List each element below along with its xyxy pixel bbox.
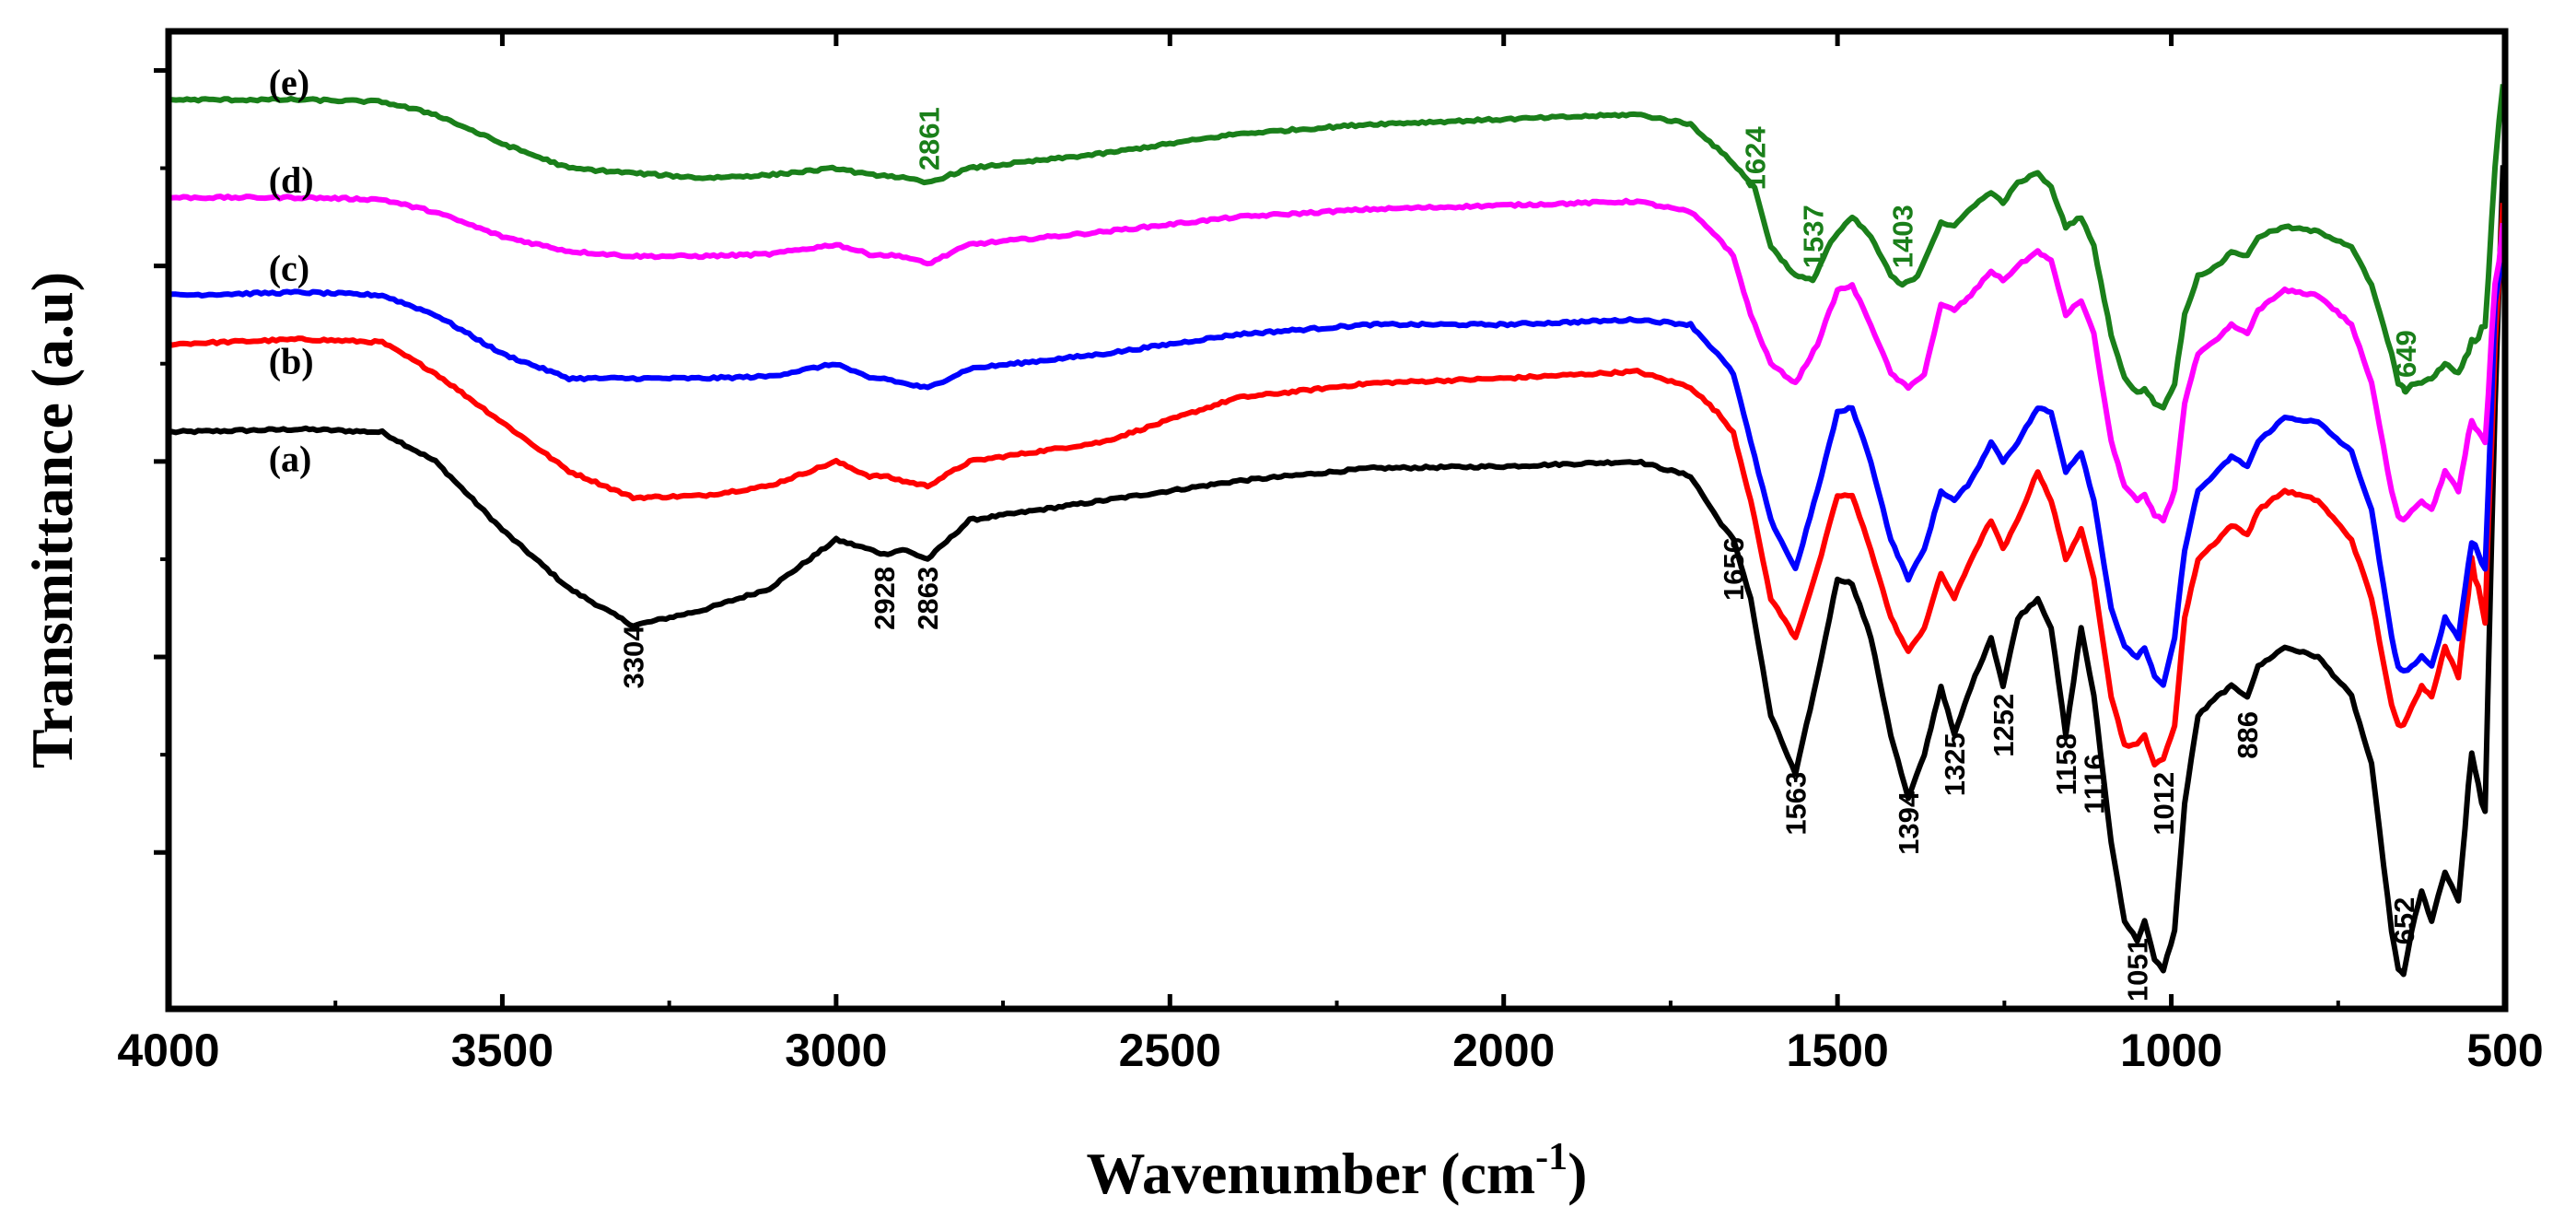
peak-label: 1252	[1987, 694, 2020, 757]
peak-label: 1656	[1718, 537, 1750, 601]
series-label: (b)	[269, 340, 314, 381]
x-axis-title-superscript: -1	[1535, 1136, 1568, 1178]
x-tick-label: 4000	[117, 1025, 219, 1076]
x-axis-title-main: Wavenumber (cm	[1087, 1141, 1536, 1206]
peak-annotations: 3304 2928 2863 1656 1563 1394 1325 1252 11581116…	[618, 107, 2423, 1002]
x-tick-label: 3000	[785, 1025, 887, 1076]
x-tick-label: 2500	[1119, 1025, 1221, 1076]
series-label: (d)	[269, 159, 314, 201]
peak-label: 1051	[2122, 938, 2154, 1002]
x-tick-label: 1000	[2120, 1025, 2222, 1076]
peak-label: 649	[2390, 330, 2422, 378]
peak-label: 1116	[2079, 754, 2111, 814]
x-axis-title: Wavenumber (cm-1)	[1087, 1136, 1588, 1206]
peak-label: 1563	[1780, 772, 1813, 836]
peak-label: 1403	[1887, 205, 1919, 268]
peak-label: 652	[2388, 897, 2420, 945]
peak-label: 1158	[2050, 733, 2082, 795]
x-tick-label: 3500	[451, 1025, 554, 1076]
peak-label: 2863	[912, 567, 944, 630]
series-layer	[168, 84, 2506, 978]
x-axis-title-close: )	[1568, 1141, 1587, 1206]
series-line-a	[168, 165, 2506, 978]
peak-label: 1624	[1739, 126, 1771, 191]
x-tick-label: 2000	[1452, 1025, 1555, 1076]
series-label: (c)	[269, 248, 309, 289]
peak-label: 1012	[2148, 772, 2180, 836]
axis-ticks: 4000 3500 3000 2500 2000 1500 1000 500	[117, 31, 2544, 1076]
peak-label: 1394	[1893, 791, 1925, 855]
x-tick-label: 1500	[1787, 1025, 1889, 1076]
peak-label: 1537	[1797, 205, 1829, 268]
peak-label: 1325	[1939, 732, 1971, 796]
series-labels: (a) (b) (c) (d) (e)	[269, 62, 314, 479]
peak-label: 886	[2232, 711, 2264, 759]
series-line-e	[169, 84, 2506, 411]
x-tick-label: 500	[2466, 1025, 2543, 1076]
series-line-d	[168, 193, 2506, 524]
peak-label: 2928	[868, 567, 901, 630]
series-line-c	[168, 245, 2506, 688]
series-line-b	[168, 203, 2506, 767]
series-label: (e)	[269, 62, 309, 103]
series-label: (a)	[269, 438, 312, 479]
peak-label: 2861	[914, 107, 946, 170]
plot-frame	[165, 28, 2509, 1013]
peak-label: 3304	[618, 625, 650, 689]
y-axis-title: Transmittance (a.u)	[19, 272, 85, 768]
